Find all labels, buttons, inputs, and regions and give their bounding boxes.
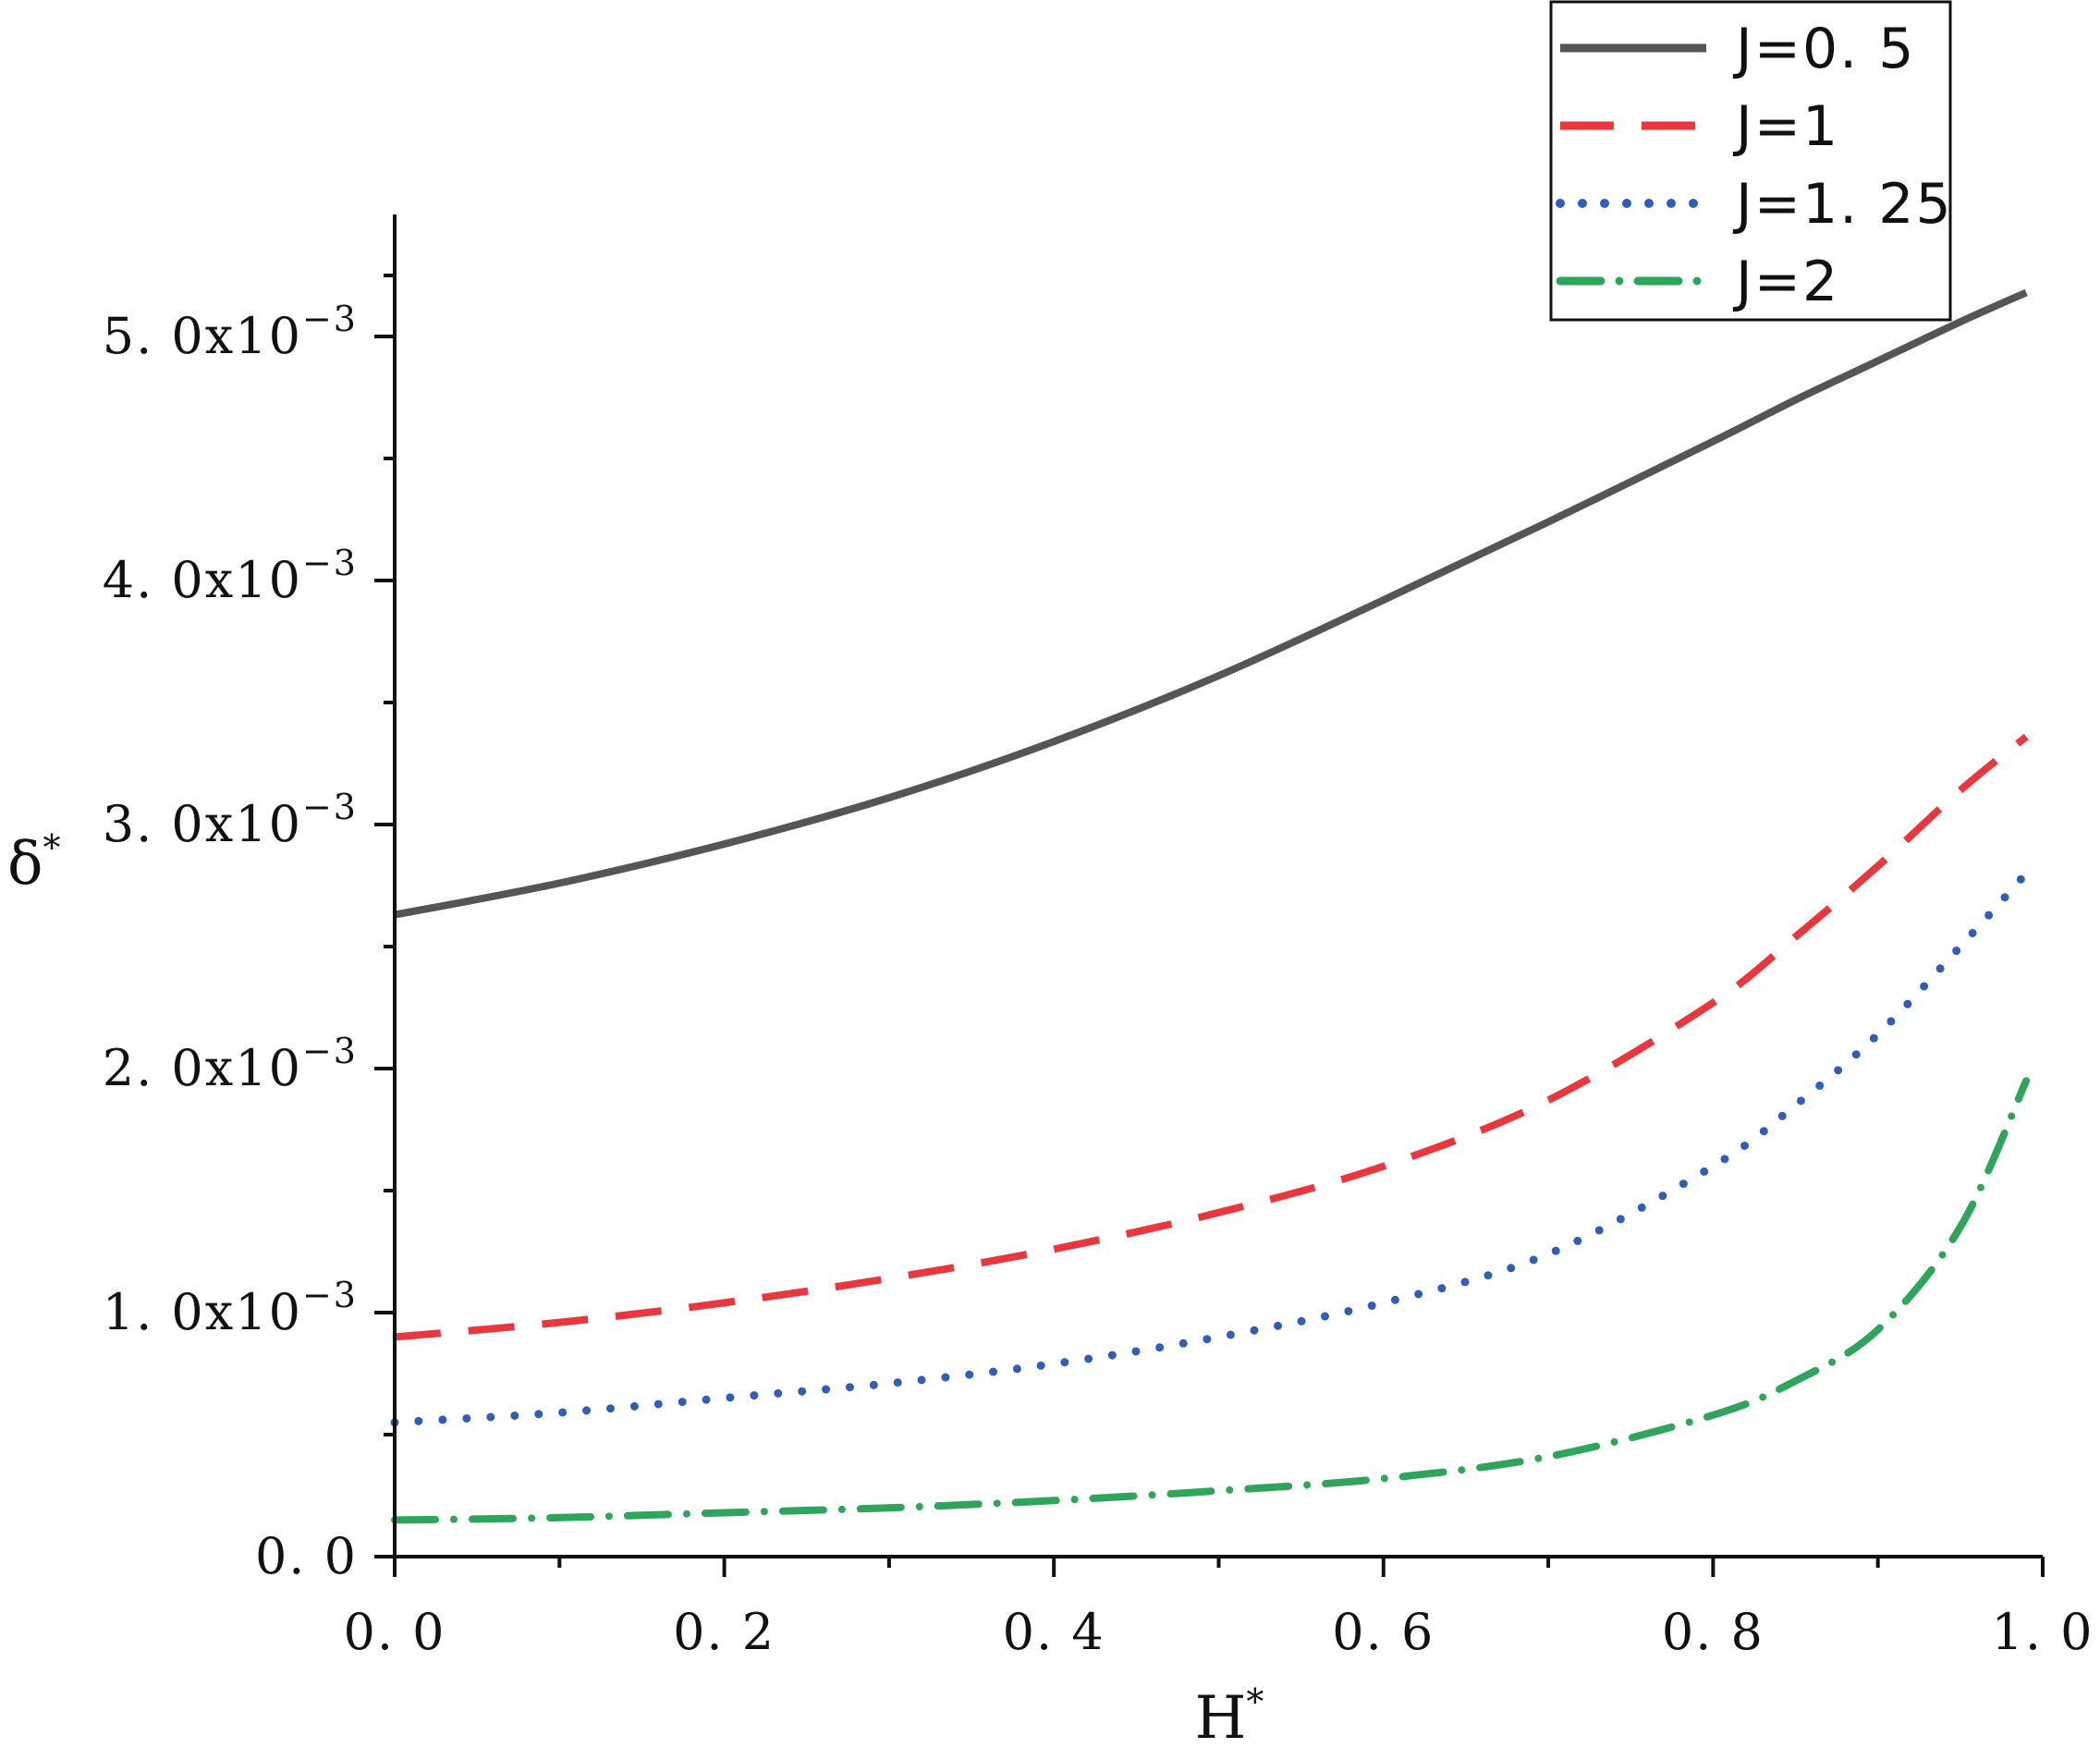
- legend-label-3: J=2: [1732, 250, 1839, 314]
- series-layer: [390, 288, 2031, 1524]
- x-axis-title: H*: [1195, 1681, 1264, 1753]
- series-line-1: [394, 733, 2029, 1341]
- legend: J=0. 5 J=1 J=1. 25 J=2: [1549, 0, 1953, 322]
- y-axis-title: δ*: [7, 827, 61, 898]
- x-tick-label: 0. 0: [343, 1603, 446, 1661]
- axes-layer: 0. 0 0. 2 0. 4 0. 6 0. 8 1. 0 0. 0 1. 0x10−3 2. …: [7, 214, 2094, 1753]
- legend-label-0: J=0. 5: [1732, 17, 1915, 81]
- y-tick-label: 5. 0x10−3: [103, 299, 358, 365]
- y-tick-label: 3. 0x10−3: [103, 787, 358, 853]
- x-tick-label: 0. 6: [1332, 1603, 1435, 1661]
- y-tick-label: 4. 0x10−3: [103, 543, 358, 609]
- x-tick-label: 1. 0: [1991, 1603, 2094, 1661]
- legend-label-2: J=1. 25: [1732, 172, 1953, 237]
- y-tick-label: 0. 0: [255, 1527, 358, 1585]
- x-tick-label: 0. 4: [1003, 1603, 1105, 1661]
- legend-label-1: J=1: [1732, 94, 1839, 159]
- y-tick-label: 1. 0x10−3: [103, 1275, 358, 1341]
- series-line-3: [391, 1077, 2031, 1524]
- x-tick-label: 0. 2: [673, 1603, 775, 1661]
- series-line-0: [394, 288, 2028, 919]
- series-line-2: [390, 869, 2031, 1427]
- x-tick-label: 0. 8: [1662, 1603, 1764, 1661]
- legend-box: [1549, 0, 1952, 322]
- y-tick-label: 2. 0x10−3: [103, 1031, 358, 1097]
